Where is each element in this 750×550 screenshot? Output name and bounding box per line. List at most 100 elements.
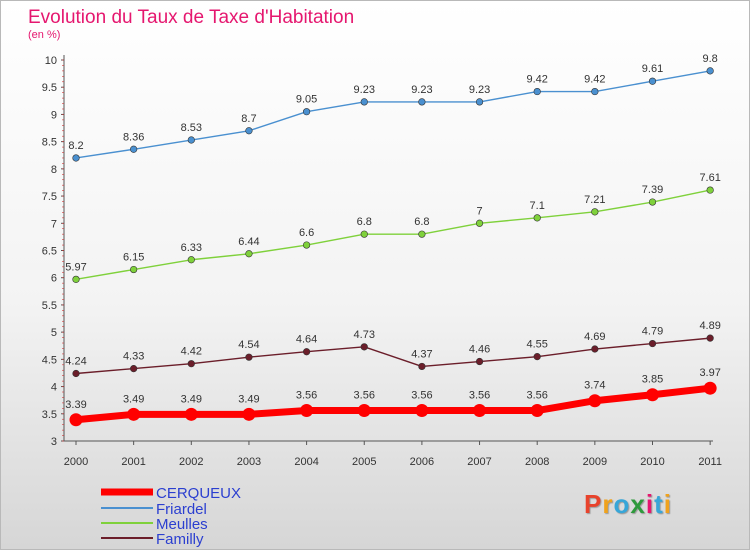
data-point xyxy=(648,198,657,206)
data-label: 4.73 xyxy=(354,329,375,341)
chart-title: Evolution du Taux de Taxe d'Habitation xyxy=(28,7,355,28)
data-label: 7.1 xyxy=(530,200,545,212)
data-point xyxy=(591,87,599,96)
data-point xyxy=(415,404,429,418)
data-label: 4.46 xyxy=(469,344,490,356)
data-point xyxy=(72,154,80,162)
data-point xyxy=(706,186,714,194)
data-label: 4.55 xyxy=(526,339,547,351)
y-tick-label: 8.5 xyxy=(42,137,57,149)
data-point xyxy=(245,353,253,361)
data-point xyxy=(530,404,544,418)
data-point xyxy=(418,98,426,106)
data-point xyxy=(303,241,311,249)
data-label: 3.56 xyxy=(354,390,375,402)
data-label: 4.79 xyxy=(642,326,663,338)
y-tick-label: 9.5 xyxy=(42,82,57,94)
data-label: 3.49 xyxy=(123,393,144,405)
data-point xyxy=(184,407,198,421)
data-point xyxy=(706,334,714,342)
data-label: 6.6 xyxy=(299,227,314,239)
y-tick-label: 6 xyxy=(51,273,57,285)
logo-letter: t xyxy=(654,489,664,519)
data-point xyxy=(648,339,657,348)
legend-label: Meulles xyxy=(156,516,208,533)
data-label: 9.05 xyxy=(296,94,317,106)
data-point xyxy=(303,108,311,116)
data-point xyxy=(130,365,138,373)
data-point xyxy=(187,256,195,264)
x-tick-label: 2004 xyxy=(294,456,318,468)
y-tick-label: 3 xyxy=(51,436,57,448)
proxiti-logo: Proxiti xyxy=(584,489,672,520)
data-label: 4.37 xyxy=(411,348,432,360)
data-label: 3.97 xyxy=(699,367,720,379)
data-label: 9.8 xyxy=(703,53,718,65)
data-point xyxy=(533,214,541,222)
x-tick-label: 2008 xyxy=(525,456,549,468)
data-point xyxy=(357,404,371,418)
legend-label: CERQUEUX xyxy=(156,485,241,502)
chart-subtitle: (en %) xyxy=(28,29,61,41)
data-point xyxy=(533,87,541,96)
x-tick-label: 2003 xyxy=(237,456,261,468)
x-tick-label: 2001 xyxy=(121,456,145,468)
data-label: 3.56 xyxy=(469,390,490,402)
data-point xyxy=(533,353,541,361)
data-label: 6.15 xyxy=(123,252,144,264)
data-label: 4.89 xyxy=(699,320,720,332)
data-point xyxy=(72,369,80,378)
y-tick-label: 6.5 xyxy=(42,246,57,258)
data-label: 9.23 xyxy=(354,84,375,96)
x-tick-label: 2007 xyxy=(467,456,491,468)
data-label: 7.39 xyxy=(642,184,663,196)
data-label: 6.8 xyxy=(414,216,429,228)
y-tick-label: 7 xyxy=(51,218,57,230)
data-label: 8.2 xyxy=(68,140,83,152)
y-tick-label: 4 xyxy=(51,382,57,394)
data-point xyxy=(72,275,80,283)
data-point xyxy=(418,362,426,371)
data-point xyxy=(706,67,714,75)
data-label: 3.56 xyxy=(296,390,317,402)
data-label: 7 xyxy=(476,205,482,217)
data-point xyxy=(591,208,599,216)
data-label: 4.33 xyxy=(123,351,144,363)
data-label: 3.49 xyxy=(238,393,259,405)
data-point xyxy=(360,98,368,106)
data-label: 4.69 xyxy=(584,331,605,343)
data-point xyxy=(127,407,141,421)
legend-label: Friardel xyxy=(156,501,207,518)
data-point xyxy=(130,265,138,274)
data-point xyxy=(187,360,195,368)
data-label: 6.8 xyxy=(357,216,372,228)
data-label: 7.61 xyxy=(699,172,720,184)
data-label: 3.56 xyxy=(526,390,547,402)
y-tick-label: 7.5 xyxy=(42,191,57,203)
data-point xyxy=(245,250,253,258)
data-label: 9.23 xyxy=(469,84,490,96)
data-label: 4.64 xyxy=(296,334,317,346)
data-label: 4.24 xyxy=(65,356,86,368)
logo-letter: o xyxy=(613,489,631,519)
data-point xyxy=(475,357,484,366)
y-tick-label: 8 xyxy=(51,164,57,176)
x-tick-label: 2002 xyxy=(179,456,203,468)
data-point xyxy=(588,394,602,408)
data-label: 7.21 xyxy=(584,194,605,206)
data-point xyxy=(187,136,195,144)
series-line-familly xyxy=(75,337,711,375)
data-label: 8.7 xyxy=(241,113,256,125)
y-tick-label: 5.5 xyxy=(42,300,57,312)
data-label: 9.23 xyxy=(411,84,432,96)
data-label: 4.42 xyxy=(181,346,202,358)
data-point xyxy=(300,404,314,418)
x-tick-label: 2005 xyxy=(352,456,376,468)
series-line-cerqueux xyxy=(72,384,714,424)
data-point xyxy=(648,77,657,85)
y-tick-label: 5 xyxy=(51,327,57,339)
data-point xyxy=(303,348,311,356)
logo-letter: P xyxy=(584,489,603,519)
logo-letter: i xyxy=(663,489,672,519)
data-label: 8.36 xyxy=(123,131,144,143)
